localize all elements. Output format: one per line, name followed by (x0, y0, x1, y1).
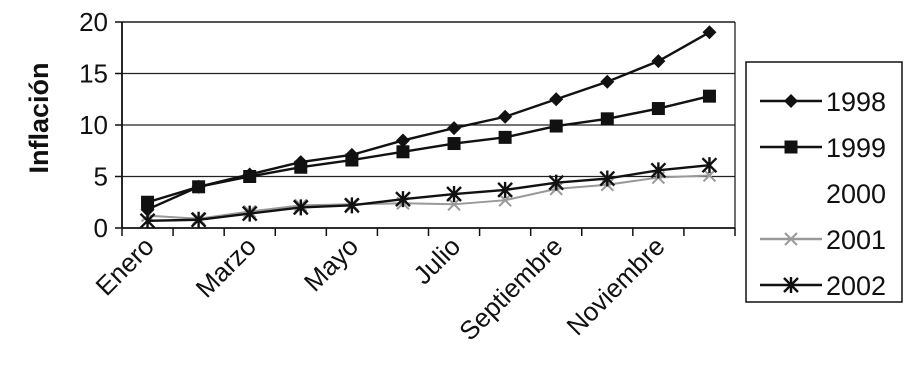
diamond-marker (293, 155, 308, 170)
legend-label: 1998 (826, 87, 886, 117)
legend-label: 2002 (826, 271, 886, 301)
diamond-marker (242, 167, 257, 182)
series-line (147, 163, 710, 222)
x-tick-label: Marzo (190, 231, 262, 303)
diamond-marker (395, 133, 410, 148)
diamond-marker (140, 202, 155, 217)
y-tick-label: 5 (94, 162, 108, 192)
square-marker (784, 140, 798, 154)
square-marker (600, 112, 614, 126)
legend-label: 1999 (826, 133, 886, 163)
square-marker (549, 119, 563, 133)
series-line (147, 31, 711, 211)
square-marker (141, 195, 155, 209)
star-marker (190, 211, 207, 228)
star-marker (395, 191, 411, 208)
legend-box (745, 61, 903, 303)
y-tick-label: 20 (79, 7, 108, 37)
square-marker (396, 145, 410, 159)
series-1999 (141, 89, 716, 209)
square-marker (702, 89, 716, 103)
square-marker (447, 137, 461, 151)
star-marker (650, 162, 667, 179)
diamond-marker (651, 54, 666, 69)
star-marker (701, 157, 718, 174)
square-marker (651, 102, 665, 116)
series-1998 (140, 25, 717, 217)
x-marker (447, 197, 461, 212)
diamond-marker (344, 147, 359, 162)
star-marker (548, 174, 565, 191)
star-marker (241, 205, 258, 222)
star-marker (497, 181, 513, 198)
series-line (147, 94, 710, 204)
diamond-marker (447, 121, 462, 136)
star-marker (599, 170, 616, 187)
star-marker (292, 199, 309, 216)
star-marker (446, 186, 462, 203)
star-marker (783, 277, 799, 293)
diamond-marker (702, 25, 717, 40)
x-marker (702, 168, 717, 183)
diamond-marker (549, 92, 564, 107)
x-tick-label: Septiembre (453, 231, 568, 346)
y-axis-label: Inflación (24, 62, 54, 173)
x-tick-label: Julio (407, 231, 466, 290)
star-marker (344, 197, 360, 214)
y-tick-label: 10 (79, 110, 108, 140)
y-tick-label: 0 (94, 213, 108, 243)
legend-label: 2001 (826, 225, 886, 255)
x-marker (498, 193, 512, 207)
square-marker (498, 130, 512, 144)
diamond-marker (191, 179, 206, 194)
diamond-marker (600, 74, 615, 89)
legend-label: 2000 (826, 179, 886, 209)
series-line (147, 174, 710, 220)
x-tick-label: Noviembre (561, 231, 671, 341)
diamond-marker (498, 109, 513, 124)
x-tick-label: Mayo (298, 231, 364, 297)
series-2002 (139, 157, 718, 229)
y-tick-label: 15 (79, 59, 108, 89)
legend: 1998 1999 2000 2001 2002 (745, 61, 903, 303)
x-marker (784, 232, 798, 246)
diamond-marker (784, 94, 798, 108)
